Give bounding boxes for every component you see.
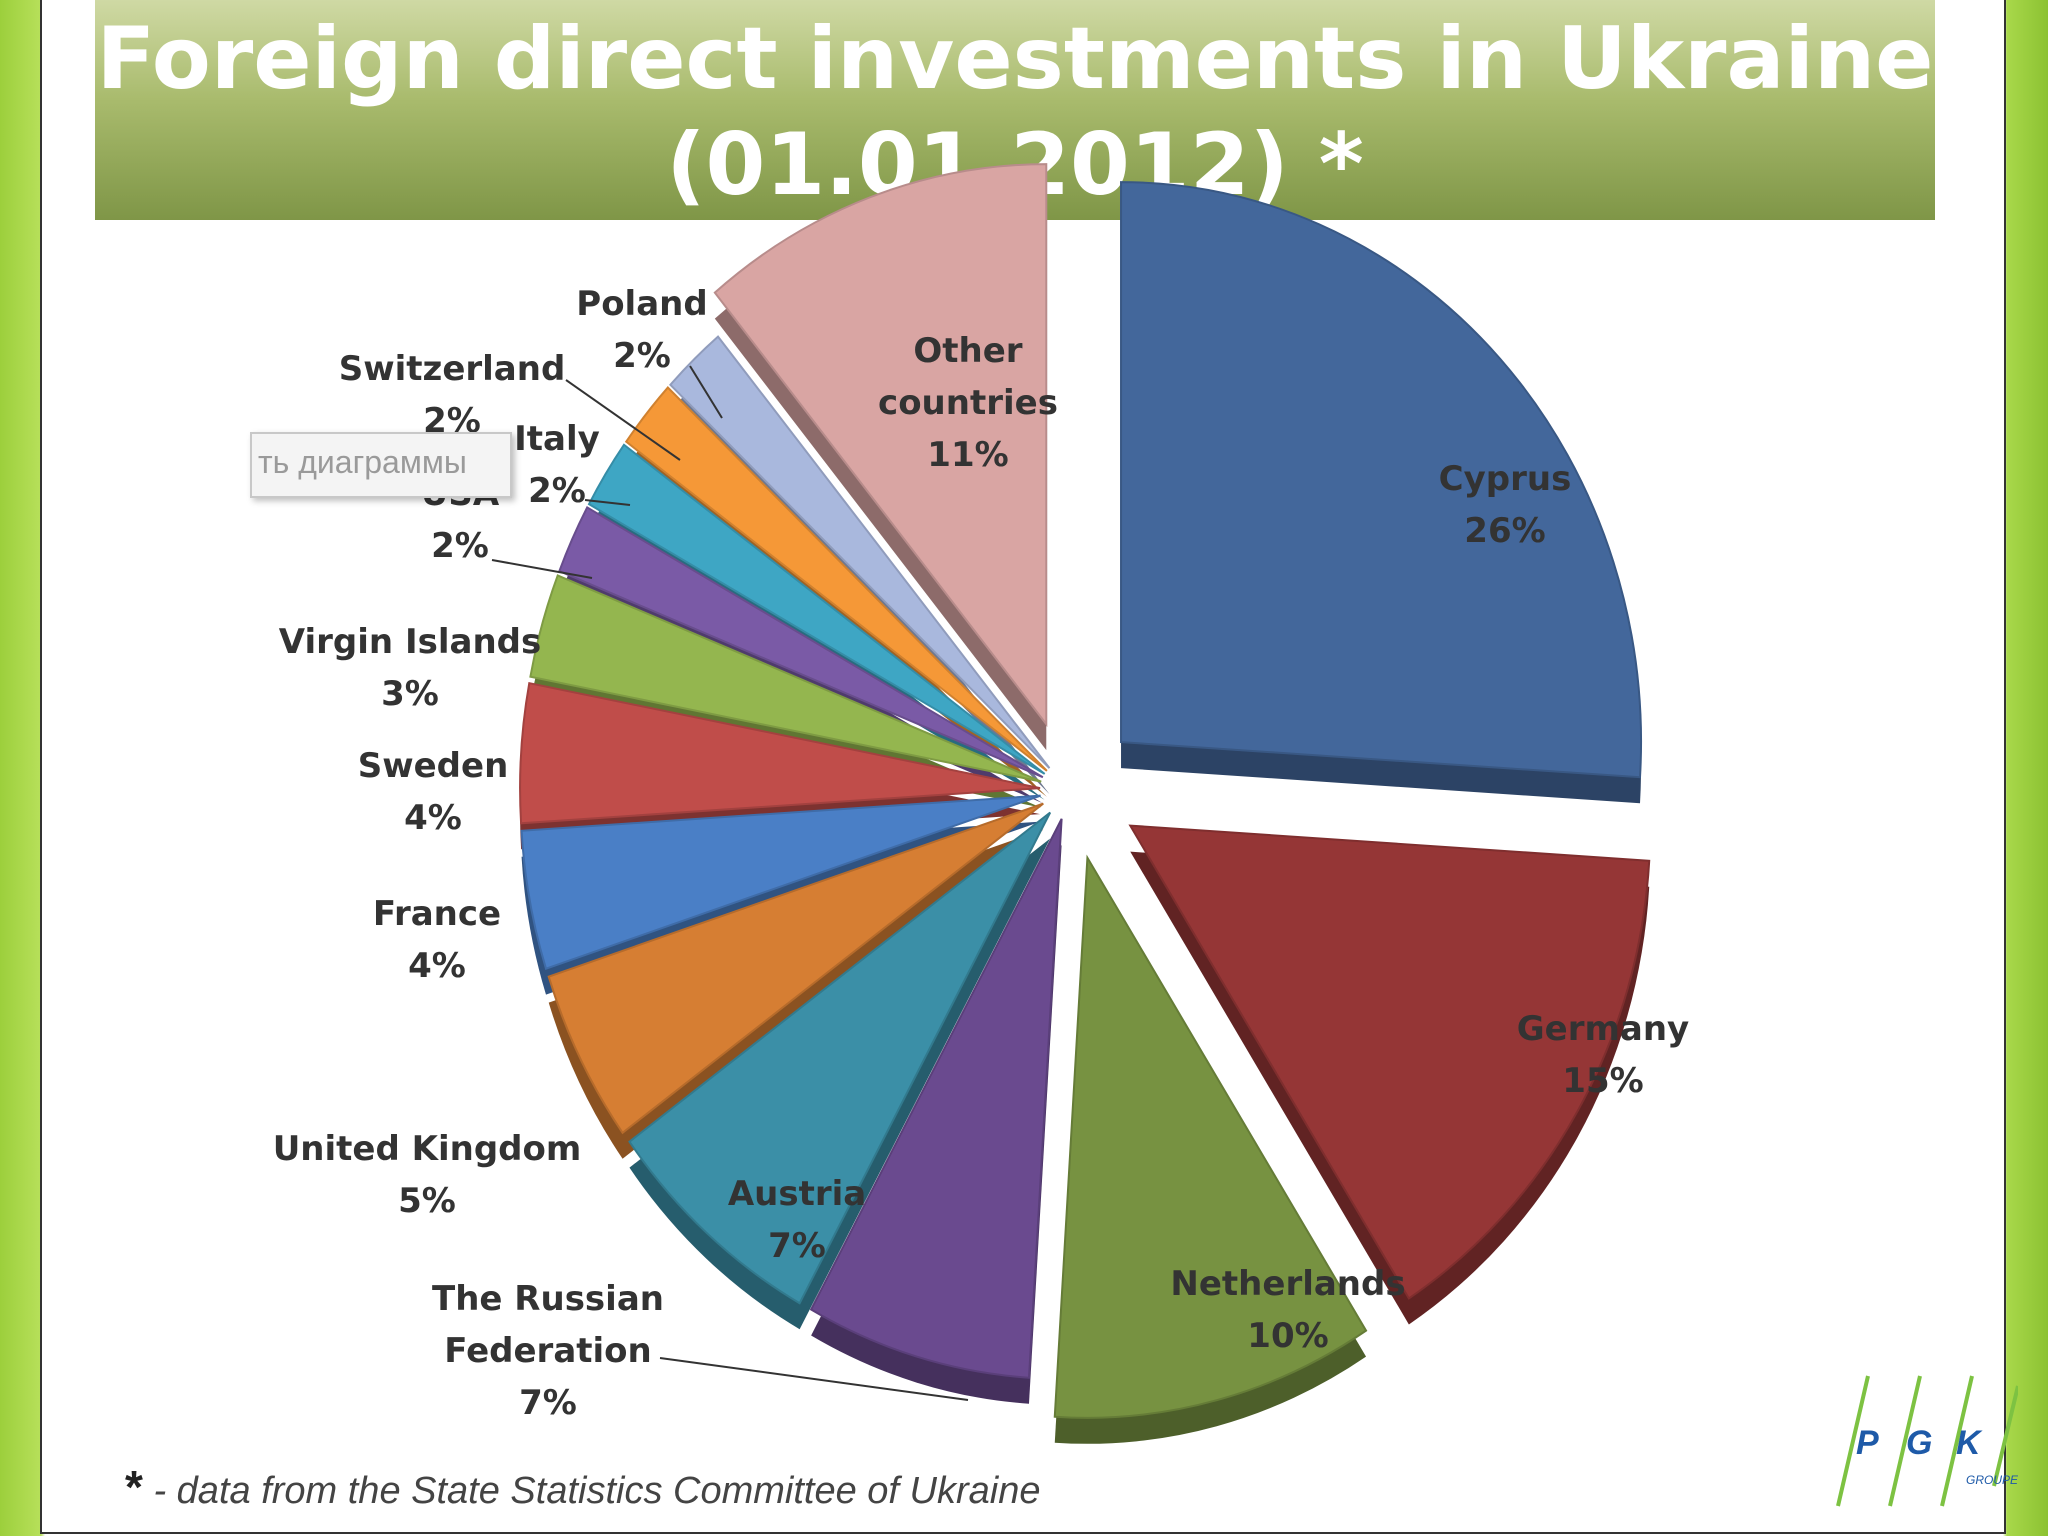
pie-slice-austria (628, 811, 1052, 1305)
logo-lines-icon (1836, 1375, 2018, 1507)
footnote: * - data from the State Statistics Commi… (125, 1460, 1040, 1514)
pgk-logo: P G K GROUPE (1836, 1375, 2018, 1507)
slice-label-the-russian-federation: The Russian Federation 7% (432, 1279, 664, 1423)
slice-label-france: France 4% (373, 894, 501, 986)
leader-line-italy (584, 499, 631, 506)
pie-slice-the-russian-federation (809, 818, 1063, 1379)
leader-line-switzerland (565, 379, 681, 461)
slice-label-other-countries: Other countries 11% (878, 331, 1058, 475)
pie-slice-virgin-islands (529, 574, 1042, 783)
pie-slice-united-kingdom (547, 802, 1044, 1135)
logo-letter-k: K (1956, 1424, 1983, 1462)
slice-label-switzerland: Switzerland 2% (339, 349, 566, 441)
title-line-1: Foreign direct investments in Ukraine (96, 9, 1934, 109)
leader-line-the-russian-federation (659, 1357, 969, 1401)
leader-line-poland (689, 365, 723, 419)
slice-label-cyprus: Cyprus 26% (1439, 459, 1572, 551)
logo-subtitle: GROUPE (1966, 1473, 2018, 1487)
slice-label-poland: Poland 2% (576, 284, 707, 376)
pie-slice-france (520, 794, 1041, 970)
pie-slice-netherlands (1053, 854, 1368, 1419)
pie-slice-poland (669, 335, 1051, 769)
overlay-text: ть диаграммы (258, 444, 467, 480)
slice-label-united-kingdom: United Kingdom 5% (273, 1129, 582, 1221)
pie-slice-usa (558, 506, 1044, 779)
logo-letter-p: P (1856, 1424, 1879, 1462)
pie-slice-italy (587, 443, 1046, 775)
title-bar: Foreign direct investments in Ukraine (0… (95, 0, 1935, 220)
slice-label-italy: Italy 2% (514, 419, 600, 511)
logo-letter-g: G (1906, 1424, 1932, 1462)
pie-slice-sweden (519, 681, 1041, 825)
footnote-text: - data from the State Statistics Committ… (142, 1470, 1041, 1512)
slice-label-virgin-islands: Virgin Islands 3% (279, 622, 541, 714)
pie-slice-cyprus (1120, 181, 1643, 779)
leader-line-usa (491, 559, 593, 579)
slice-label-sweden: Sweden 4% (358, 746, 509, 838)
pie-slice-switzerland (624, 386, 1048, 772)
slice-label-netherlands: Netherlands 10% (1170, 1264, 1405, 1356)
slice-label-germany: Germany 15% (1517, 1009, 1689, 1101)
footnote-star: * (125, 1461, 143, 1513)
chart-tooltip-overlay: ть диаграммы (250, 432, 512, 498)
pie-slice-other-countries (713, 163, 1048, 728)
slice-label-austria: Austria 7% (728, 1174, 866, 1266)
pie-slice-germany (1128, 824, 1651, 1300)
